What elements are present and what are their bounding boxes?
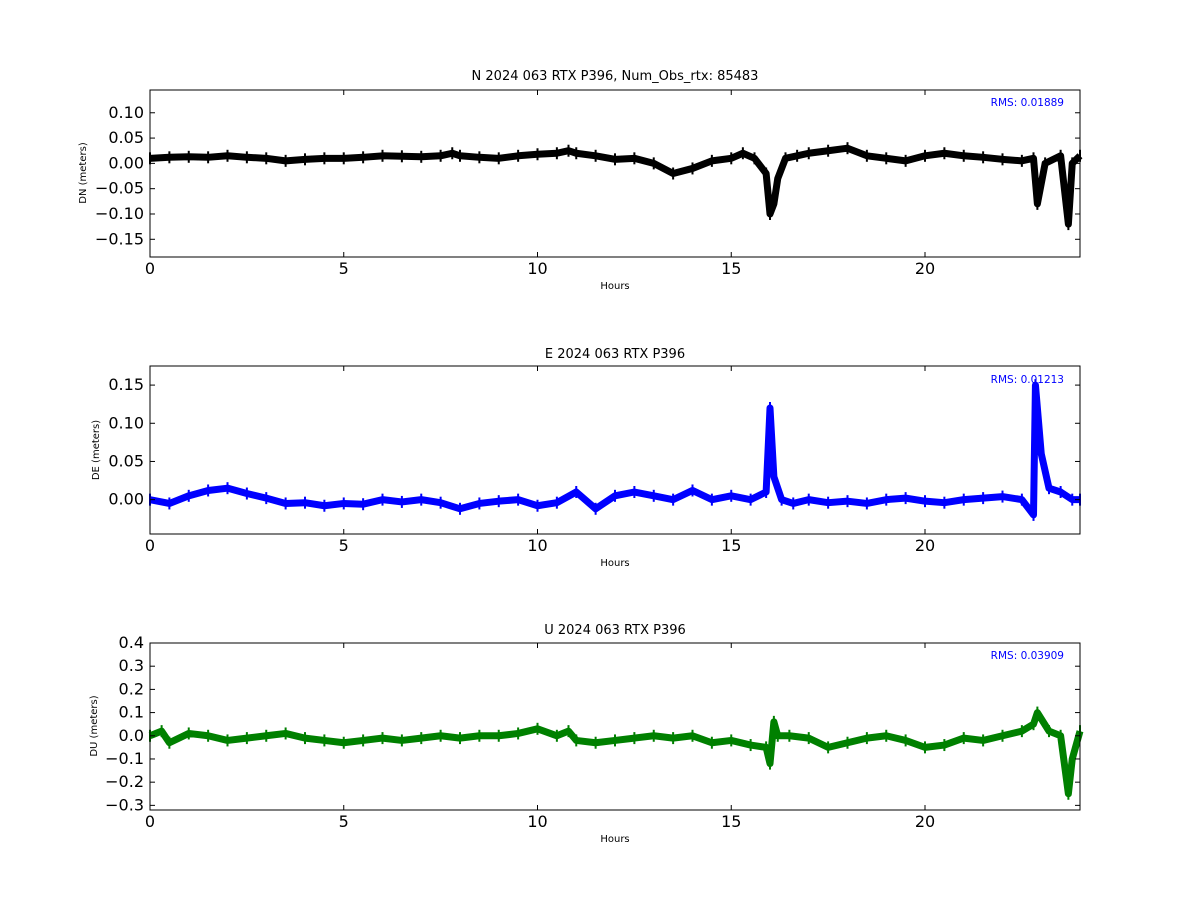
up-panel-frame <box>149 642 1081 811</box>
up-xtick-label: 20 <box>915 812 935 831</box>
east-panel-ticks: 0 5 10 15 20 0.15 0.10 0.05 0.00 <box>108 366 1080 555</box>
north-xtick-label: 20 <box>915 259 935 278</box>
up-ytick-label: −0.1 <box>105 749 144 768</box>
north-panel-rms-annotation: RMS: 0.01889 <box>991 97 1064 109</box>
up-panel-ylabel: DU (meters) <box>89 695 100 756</box>
east-ytick-label: 0.00 <box>108 490 144 509</box>
north-xtick-label: 0 <box>145 259 155 278</box>
up-panel-marks <box>148 706 1084 800</box>
up-ytick-label: −0.3 <box>105 795 144 814</box>
north-panel-title: N 2024 063 RTX P396, Num_Obs_rtx: 85483 <box>472 69 759 84</box>
east-xtick-label: 10 <box>527 536 547 555</box>
up-ytick-label: 0.1 <box>119 703 144 722</box>
east-xtick-label: 15 <box>721 536 741 555</box>
east-ytick-label: 0.10 <box>108 413 144 432</box>
north-panel-xlabel: Hours <box>600 281 629 292</box>
up-xtick-label: 15 <box>721 812 741 831</box>
north-ytick-label: 0.00 <box>108 153 144 172</box>
north-panel: N 2024 063 RTX P396, Num_Obs_rtx: 85483 … <box>78 69 1083 292</box>
north-ytick-label: −0.05 <box>95 179 144 198</box>
east-panel-frame <box>149 365 1081 535</box>
up-panel-title: U 2024 063 RTX P396 <box>544 623 686 638</box>
up-ytick-label: 0.3 <box>119 656 144 675</box>
up-ytick-label: −0.2 <box>105 772 144 791</box>
up-ytick-label: 0.4 <box>119 633 144 652</box>
up-panel: U 2024 063 RTX P396 DU (meters) Hours RM… <box>89 623 1084 845</box>
up-panel-rms-annotation: RMS: 0.03909 <box>991 650 1064 662</box>
north-ytick-label: 0.05 <box>108 128 144 147</box>
up-xtick-label: 10 <box>527 812 547 831</box>
north-ytick-label: 0.10 <box>108 103 144 122</box>
east-panel: E 2024 063 RTX P396 DE (meters) Hours RM… <box>91 347 1081 569</box>
up-xtick-label: 5 <box>339 812 349 831</box>
east-xtick-label: 5 <box>339 536 349 555</box>
north-xtick-label: 15 <box>721 259 741 278</box>
up-xtick-label: 0 <box>145 812 155 831</box>
up-panel-xlabel: Hours <box>600 834 629 845</box>
up-ytick-label: 0.0 <box>119 726 144 745</box>
north-panel-frame <box>149 89 1081 258</box>
up-series-trace <box>148 709 1084 798</box>
east-xtick-label: 20 <box>915 536 935 555</box>
up-panel-ticks: 0 5 10 15 20 0.4 0.3 0.2 0.1 0.0 −0.1 −0.2 −0.3 <box>105 633 1080 831</box>
east-xtick-label: 0 <box>145 536 155 555</box>
east-series-trace <box>149 381 1080 519</box>
east-panel-rms-annotation: RMS: 0.01213 <box>991 374 1064 386</box>
north-series-trace <box>149 144 1083 228</box>
east-ytick-label: 0.15 <box>108 375 144 394</box>
east-panel-marks <box>149 379 1081 521</box>
north-ytick-label: −0.15 <box>95 229 144 248</box>
east-panel-xlabel: Hours <box>600 558 629 569</box>
north-panel-ticks: 0 5 10 15 20 0.10 0.05 0.00 −0.05 −0.10 −0.15 <box>95 90 1080 278</box>
east-ytick-label: 0.05 <box>108 451 144 470</box>
north-panel-marks <box>149 142 1083 231</box>
east-panel-ylabel: DE (meters) <box>91 420 102 480</box>
north-xtick-label: 5 <box>339 259 349 278</box>
east-panel-title: E 2024 063 RTX P396 <box>545 347 685 362</box>
north-panel-ylabel: DN (meters) <box>78 142 89 204</box>
up-ytick-label: 0.2 <box>119 679 144 698</box>
north-ytick-label: −0.10 <box>95 204 144 223</box>
north-xtick-label: 10 <box>527 259 547 278</box>
